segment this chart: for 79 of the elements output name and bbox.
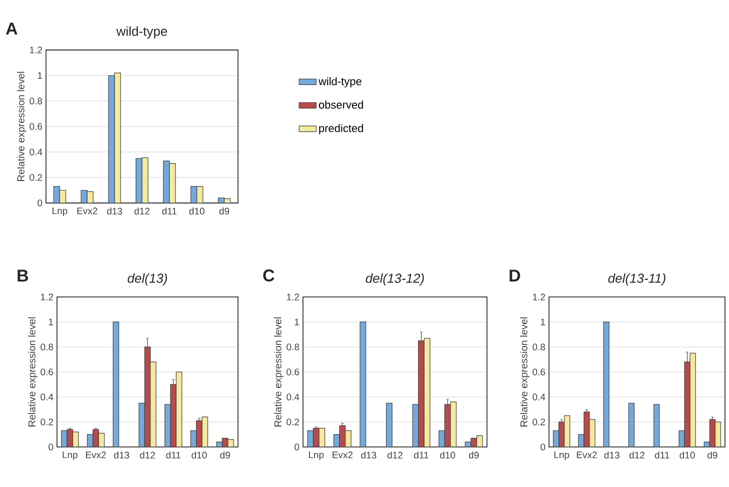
bar: [418, 340, 424, 447]
y-tick-label: 1.2: [30, 46, 42, 54]
y-tick-label: 1: [48, 318, 54, 326]
y-tick-label: 0.2: [286, 418, 299, 426]
y-tick-label: 1.2: [40, 294, 54, 300]
x-tick-label: d13: [604, 452, 620, 458]
x-tick-label: d12: [140, 452, 155, 458]
y-tick-label: 0.4: [30, 148, 42, 156]
x-tick-label: Evx2: [576, 452, 597, 458]
x-tick-label: d10: [192, 452, 207, 458]
text: A: [6, 22, 18, 34]
y-tick-label: 1: [540, 318, 545, 326]
x-tick-label: d9: [468, 452, 479, 458]
x-tick-label: d13: [107, 208, 122, 214]
bar: [61, 430, 68, 447]
bar: [345, 430, 352, 447]
y-tick-label: 1: [294, 318, 299, 326]
x-tick-label: d12: [134, 208, 150, 214]
x-tick-label: Evx2: [86, 452, 106, 458]
bar: [163, 160, 170, 203]
y-tick-label: 0.4: [532, 394, 546, 400]
x-tick-label: Lnp: [52, 208, 68, 216]
y-tick-label: 1.2: [286, 294, 299, 300]
y-tick-label: 0.4: [286, 394, 300, 400]
y-tick-label: 1.2: [532, 294, 545, 300]
chart-title: del(13-12): [366, 273, 424, 286]
x-tick-label: Evx2: [332, 452, 353, 458]
bar: [603, 322, 610, 447]
x-tick-label: d11: [654, 452, 670, 458]
y-tick-label: 0: [38, 200, 42, 206]
x-tick-label: d11: [166, 452, 180, 458]
text: C: [263, 269, 274, 282]
y-axis-title: Relative expression level: [28, 317, 38, 426]
text: D: [510, 270, 520, 282]
x-tick-label: d9: [219, 208, 230, 214]
x-tick-label: Evx2: [77, 208, 98, 214]
x-tick-label: Lnp: [309, 452, 324, 460]
x-tick-label: d10: [440, 452, 456, 458]
chart-title: del(13): [128, 273, 167, 286]
y-tick-label: 1: [38, 72, 42, 79]
chart-title: wild-type: [116, 26, 168, 38]
y-tick-label: 0.2: [532, 418, 545, 426]
x-tick-label: d11: [162, 208, 177, 214]
y-axis-title: Relative expression level: [17, 72, 26, 181]
legend-label: wild-type: [318, 77, 362, 88]
x-tick-label: d13: [114, 452, 130, 458]
y-axis-title: Relative expression level: [274, 317, 284, 426]
y-tick-label: 0.6: [532, 368, 546, 376]
y-tick-label: 0: [540, 444, 546, 450]
y-tick-label: 0.6: [40, 368, 54, 376]
x-tick-label: d10: [680, 452, 695, 458]
bar: [470, 438, 478, 447]
x-tick-label: d9: [220, 452, 230, 458]
y-tick-label: 0.8: [286, 344, 300, 350]
y-tick-label: 0.8: [30, 98, 42, 104]
x-tick-label: d10: [189, 208, 204, 214]
x-tick-label: Lnp: [554, 452, 570, 460]
x-tick-label: d12: [387, 452, 402, 458]
x-tick-label: Lnp: [62, 452, 78, 460]
chart-title: del(13-11): [608, 273, 666, 286]
y-tick-label: 0: [48, 444, 54, 450]
x-tick-label: d13: [361, 452, 376, 458]
bar: [386, 402, 392, 447]
legend-label: predicted: [319, 124, 364, 134]
y-tick-label: 0.6: [286, 368, 300, 376]
y-tick-label: 0: [294, 444, 300, 450]
x-tick-label: d9: [708, 452, 718, 458]
y-tick-label: 0.8: [532, 344, 546, 350]
y-tick-label: 0.8: [40, 344, 54, 350]
y-tick-label: 0.6: [30, 123, 42, 130]
x-tick-label: d12: [629, 452, 644, 458]
x-tick-label: d11: [414, 452, 428, 458]
text: B: [18, 270, 28, 282]
y-tick-label: 0.2: [40, 418, 54, 426]
y-tick-label: 0.4: [40, 394, 54, 400]
bar: [360, 322, 366, 447]
y-axis-title: Relative expression level: [520, 317, 530, 426]
y-tick-label: 0.2: [30, 174, 42, 181]
legend-label: observed: [318, 100, 364, 109]
